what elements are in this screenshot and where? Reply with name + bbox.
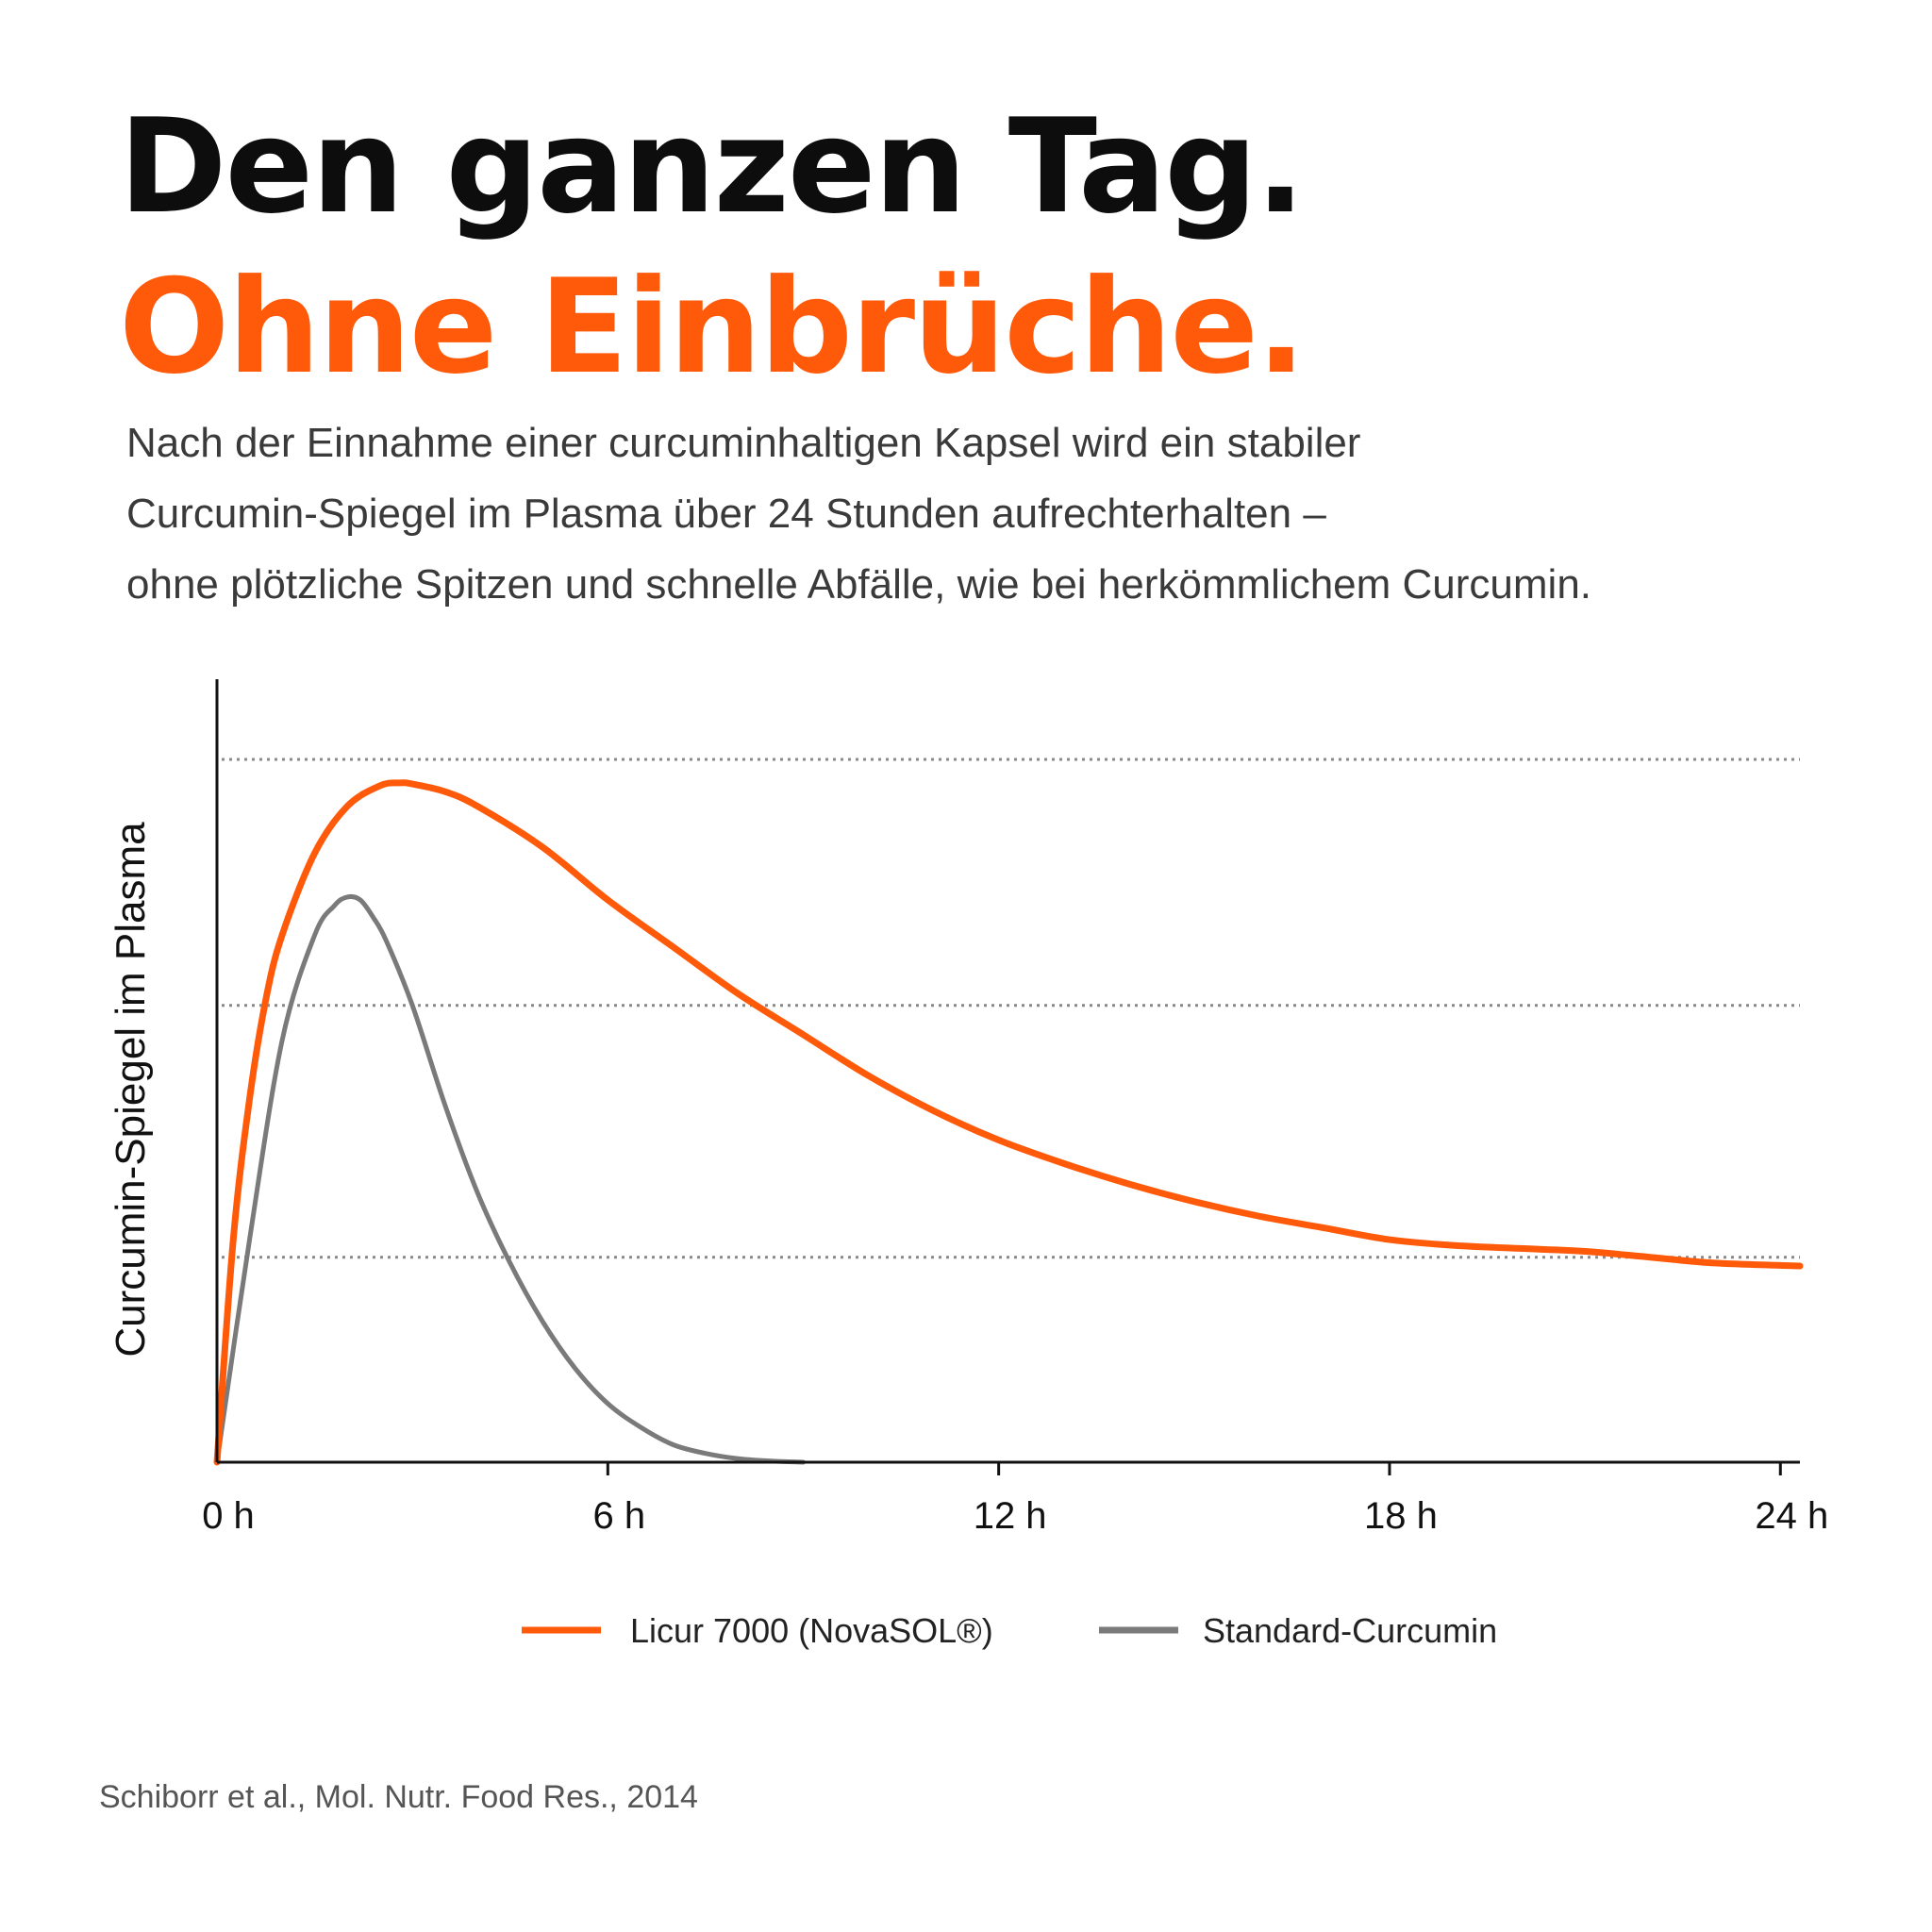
source-citation: Schiborr et al., Mol. Nutr. Food Res., 2…: [99, 1779, 698, 1815]
x-tick-label-4: 24 h: [1755, 1495, 1828, 1537]
axes: [215, 679, 1800, 1464]
intro-line-3: ohne plötzliche Spitzen und schnelle Abf…: [126, 561, 1592, 608]
gridlines: [222, 758, 1800, 1259]
legend-label-licur: Licur 7000 (NovaSOL®): [630, 1611, 993, 1650]
x-ticks: 0 h 6 h 12 h 18 h 24 h: [202, 1462, 1828, 1537]
series-line-standard: [214, 893, 806, 1465]
intro-line-1: Nach der Einnahme einer curcuminhaltigen…: [126, 420, 1361, 466]
x-tick-label-2: 12 h: [974, 1495, 1047, 1537]
legend: Licur 7000 (NovaSOL®) Standard-Curcumin: [522, 1611, 1497, 1650]
series-line-licur: [213, 779, 1804, 1466]
headline-line-1: Den ganzen Tag.: [119, 91, 1305, 242]
headline-line-2: Ohne Einbrüche.: [119, 251, 1306, 403]
intro-line-2: Curcumin-Spiegel im Plasma über 24 Stund…: [126, 491, 1326, 537]
x-tick-label-0: 0 h: [202, 1495, 255, 1537]
x-tick-label-1: 6 h: [593, 1495, 646, 1537]
intro-text: Nach der Einnahme einer curcuminhaltigen…: [126, 408, 1872, 620]
series-lines: [213, 779, 1804, 1466]
y-axis-title: Curcumin-Spiegel im Plasma: [108, 822, 154, 1357]
plasma-level-chart: 0 h 6 h 12 h 18 h 24 h Curcumin-Spiegel im P…: [108, 679, 1828, 1650]
legend-label-standard: Standard-Curcumin: [1203, 1611, 1497, 1650]
headline: Den ganzen Tag. Ohne Einbrüche.: [119, 87, 1306, 408]
x-tick-label-3: 18 h: [1364, 1495, 1438, 1537]
